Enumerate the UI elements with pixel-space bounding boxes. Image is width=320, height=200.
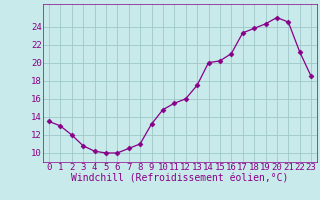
X-axis label: Windchill (Refroidissement éolien,°C): Windchill (Refroidissement éolien,°C) xyxy=(71,174,289,184)
